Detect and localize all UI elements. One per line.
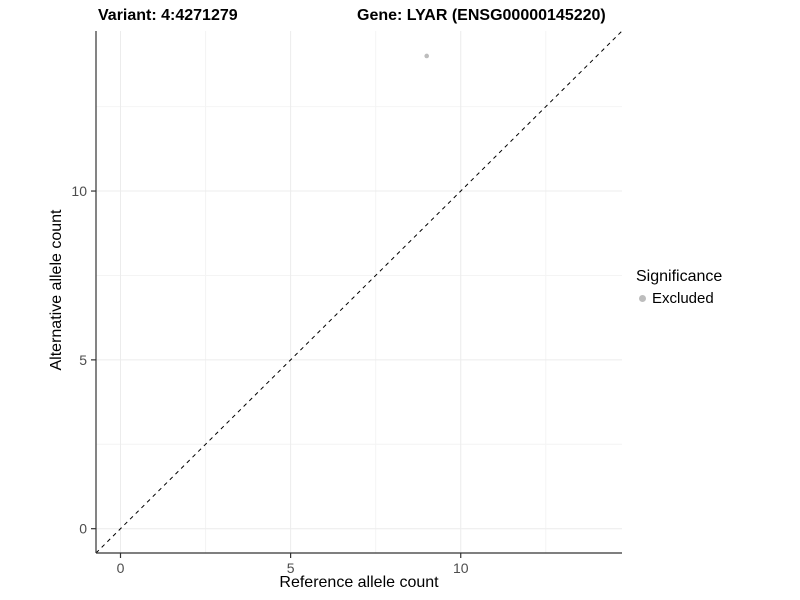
x-tick-label: 5: [287, 560, 295, 576]
data-point: [424, 53, 430, 59]
y-axis-title: Alternative allele count: [48, 209, 65, 371]
legend-point-icon: [639, 295, 646, 302]
plot-title-variant: Variant: 4:4271279: [98, 7, 238, 24]
y-tick-label: 10: [71, 183, 87, 199]
legend-entry-excluded: Excluded: [636, 290, 722, 307]
y-tick-label: 0: [79, 521, 87, 537]
identity-reference-line: [95, 30, 623, 554]
legend-title: Significance: [636, 268, 723, 285]
x-tick-label: 0: [117, 560, 125, 576]
plot-title-gene: Gene: LYAR (ENSG00000145220): [357, 7, 606, 24]
legend-entry-label: Excluded: [652, 290, 714, 307]
y-tick-label: 5: [79, 352, 87, 368]
x-tick-label: 10: [453, 560, 469, 576]
legend: Significance Excluded: [636, 268, 722, 307]
x-axis-title: Reference allele count: [279, 574, 439, 591]
